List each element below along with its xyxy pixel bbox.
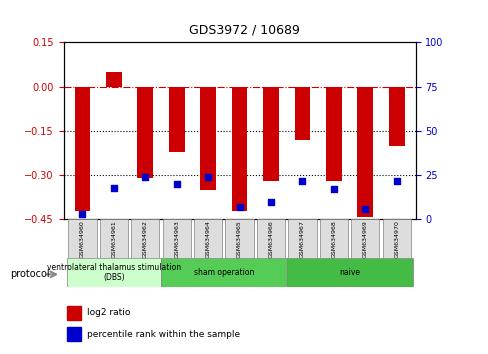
Text: GSM634965: GSM634965 [237,220,242,258]
Point [298,178,306,183]
Text: GDS3972 / 10689: GDS3972 / 10689 [189,23,299,36]
Point [329,187,337,192]
Bar [161,258,286,287]
Bar [225,219,253,258]
Point [361,206,368,212]
Bar [325,87,341,181]
Bar [357,87,372,217]
Point [392,178,400,183]
Bar [286,258,412,287]
Bar [294,87,310,140]
Bar [67,327,81,341]
Text: GSM634964: GSM634964 [205,220,210,258]
Point [110,185,118,190]
Bar [74,87,90,211]
Text: GSM634970: GSM634970 [393,220,399,258]
Point [266,199,274,205]
Text: GSM634966: GSM634966 [268,220,273,258]
Bar [231,87,247,211]
Point [204,174,212,180]
Text: GSM634969: GSM634969 [362,220,367,258]
Point [141,174,149,180]
Bar [263,87,278,181]
Text: log2 ratio: log2 ratio [87,308,130,317]
Text: protocol: protocol [10,269,49,279]
Text: GSM634963: GSM634963 [174,220,179,258]
Bar [66,258,161,287]
Bar [350,219,379,258]
Bar [137,87,153,178]
Bar [200,87,216,190]
Bar [382,219,410,258]
Bar [100,219,128,258]
Text: percentile rank within the sample: percentile rank within the sample [87,330,240,338]
Bar [194,219,222,258]
Bar [256,219,285,258]
Text: GSM634961: GSM634961 [111,220,116,258]
Text: GSM634967: GSM634967 [299,220,305,258]
Bar [288,219,316,258]
Bar [388,87,404,146]
Bar [67,306,81,320]
Point [172,181,180,187]
Bar [106,72,122,87]
Bar [68,219,96,258]
Point [235,204,243,210]
Text: GSM634962: GSM634962 [142,220,147,258]
Bar [131,219,159,258]
Bar [319,219,347,258]
Text: GSM634960: GSM634960 [80,220,85,258]
Bar [162,219,190,258]
Point [79,211,86,217]
Text: GSM634968: GSM634968 [331,220,336,258]
Text: ventrolateral thalamus stimulation
(DBS): ventrolateral thalamus stimulation (DBS) [47,263,181,282]
Text: naive: naive [339,268,359,277]
Text: sham operation: sham operation [193,268,254,277]
Bar [168,87,184,152]
